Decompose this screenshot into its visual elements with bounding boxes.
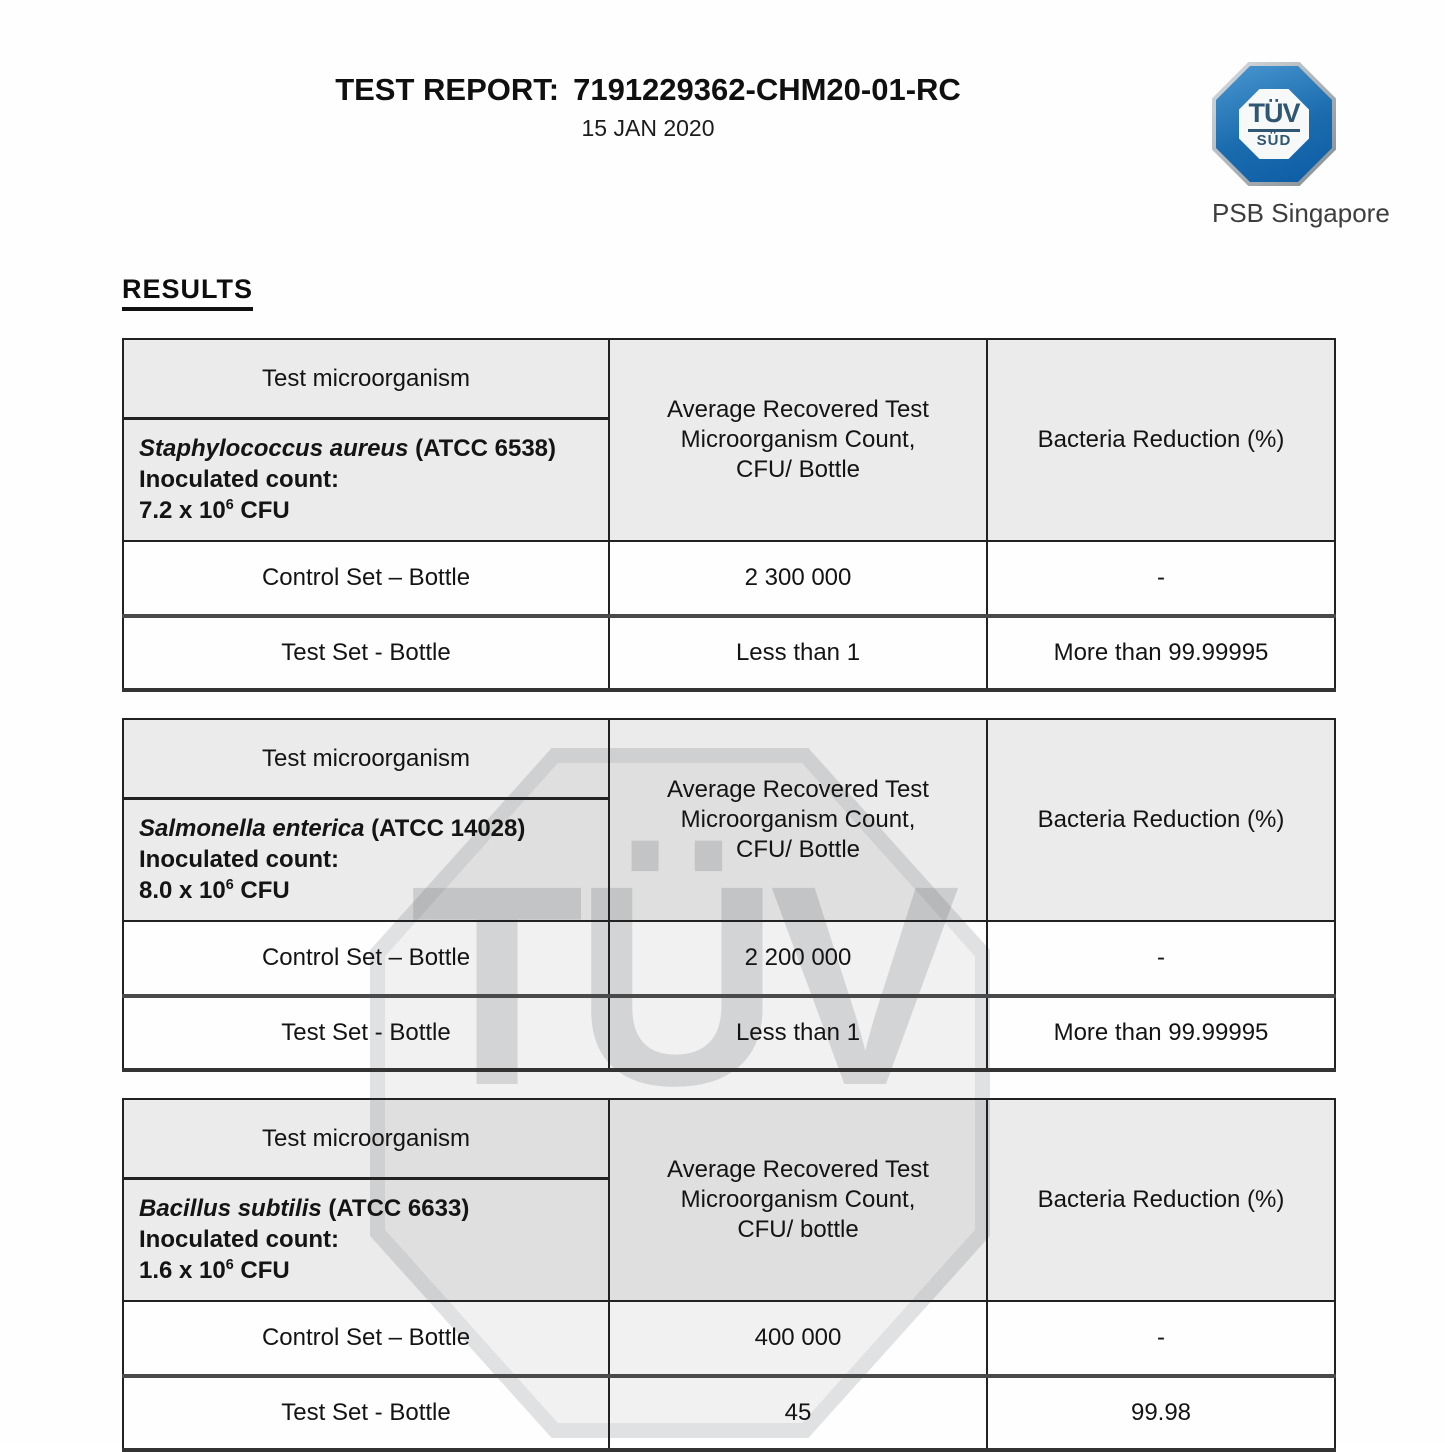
test-row-reduction: More than 99.99995 [986, 994, 1336, 1072]
title-label: TEST REPORT: [335, 72, 560, 107]
count-base: 7.2 x 10 [139, 496, 226, 524]
species-atcc: (ATCC 6633) [321, 1194, 470, 1222]
control-row-count: 2 200 000 [608, 920, 988, 997]
table-row: Test microorganism Average Recovered Tes… [122, 1098, 1336, 1302]
avg-recovered-count-header: Average Recovered Test Microorganism Cou… [608, 338, 988, 542]
inoculated-count-value: 7.2 x 106 CFU [139, 497, 290, 524]
control-row-count: 2 300 000 [608, 540, 988, 617]
species-line: Bacillus subtilis (ATCC 6633) [139, 1195, 469, 1222]
test-row-label: Test Set - Bottle [122, 614, 610, 692]
count-exponent: 6 [225, 496, 234, 513]
count-unit: CFU [233, 1256, 290, 1284]
logo-sud-text: SÜD [1256, 132, 1292, 149]
logo-divider [1248, 129, 1300, 132]
count-base: 1.6 x 10 [139, 1256, 226, 1284]
count-unit: CFU [233, 876, 290, 904]
inoculated-count-label: Inoculated count: [139, 1225, 339, 1253]
tuv-sud-octagon-inner: TÜV SÜD [1239, 89, 1309, 159]
results-table-bacillus: Test microorganism Average Recovered Tes… [122, 1098, 1336, 1452]
avg-recovered-count-header: Average Recovered Test Microorganism Cou… [608, 1098, 988, 1302]
species-cell: Staphylococcus aureus (ATCC 6538) Inocul… [122, 417, 610, 542]
report-date: 15 JAN 2020 [581, 114, 715, 141]
species-name: Staphylococcus aureus [139, 434, 409, 462]
count-base: 8.0 x 10 [139, 876, 226, 904]
results-table-salmonella: Test microorganism Average Recovered Tes… [122, 718, 1336, 1072]
logo-caption: PSB Singapore [1212, 198, 1390, 228]
inoculated-count-label: Inoculated count: [139, 845, 339, 873]
count-exponent: 6 [225, 1256, 234, 1273]
tuv-sud-octagon-icon: TÜV SÜD [1212, 62, 1336, 186]
species-name: Bacillus subtilis [139, 1194, 322, 1222]
bacteria-reduction-header: Bacteria Reduction (%) [986, 338, 1336, 542]
species-atcc: (ATCC 6538) [408, 434, 557, 462]
species-cell: Salmonella enterica (ATCC 14028) Inocula… [122, 797, 610, 922]
count-exponent: 6 [225, 876, 234, 893]
species-name: Salmonella enterica [139, 814, 365, 842]
test-microorganism-header: Test microorganism [122, 1098, 610, 1180]
results-heading: RESULTS [122, 274, 254, 311]
control-row-reduction: - [986, 920, 1336, 997]
test-row-count: Less than 1 [608, 614, 988, 692]
document-header: TEST REPORT: 7191229362-CHM20-01-RC 15 JA… [140, 72, 1156, 142]
control-row-label: Control Set – Bottle [122, 1300, 610, 1377]
inoculated-count-value: 1.6 x 106 CFU [139, 1257, 290, 1284]
report-number: 7191229362-CHM20-01-RC [573, 72, 961, 107]
control-row-count: 400 000 [608, 1300, 988, 1377]
control-row-reduction: - [986, 1300, 1336, 1377]
results-table-staphylococcus: Test microorganism Average Recovered Tes… [122, 338, 1336, 692]
count-unit: CFU [233, 496, 290, 524]
logo-tuv-text: TÜV [1248, 98, 1301, 128]
species-line: Staphylococcus aureus (ATCC 6538) [139, 435, 556, 462]
species-line: Salmonella enterica (ATCC 14028) [139, 815, 525, 842]
test-row-count: 45 [608, 1374, 988, 1452]
test-row-label: Test Set - Bottle [122, 994, 610, 1072]
control-row-reduction: - [986, 540, 1336, 617]
control-set-row: Control Set – Bottle 400 000 - [122, 1300, 1336, 1377]
control-row-label: Control Set – Bottle [122, 920, 610, 997]
control-row-label: Control Set – Bottle [122, 540, 610, 617]
test-microorganism-header: Test microorganism [122, 338, 610, 420]
test-row-count: Less than 1 [608, 994, 988, 1072]
table-row: Test microorganism Average Recovered Tes… [122, 718, 1336, 922]
inoculated-count-label: Inoculated count: [139, 465, 339, 493]
avg-recovered-count-header: Average Recovered Test Microorganism Cou… [608, 718, 988, 922]
bacteria-reduction-header: Bacteria Reduction (%) [986, 1098, 1336, 1302]
test-row-label: Test Set - Bottle [122, 1374, 610, 1452]
control-set-row: Control Set – Bottle 2 200 000 - [122, 920, 1336, 997]
species-atcc: (ATCC 14028) [364, 814, 526, 842]
inoculated-count-value: 8.0 x 106 CFU [139, 877, 290, 904]
document-title: TEST REPORT: 7191229362-CHM20-01-RC [140, 72, 1156, 107]
control-set-row: Control Set – Bottle 2 300 000 - [122, 540, 1336, 617]
table-row: Staphylococcus aureus (ATCC 6538) Inocul… [122, 417, 1335, 542]
test-set-row: Test Set - Bottle 45 99.98 [122, 1374, 1336, 1452]
test-set-row: Test Set - Bottle Less than 1 More than … [122, 614, 1336, 692]
table-row: Bacillus subtilis (ATCC 6633) Inoculated… [122, 1177, 1335, 1302]
table-row: Salmonella enterica (ATCC 14028) Inocula… [122, 797, 1335, 922]
test-row-reduction: 99.98 [986, 1374, 1336, 1452]
tuv-sud-logo: TÜV SÜD PSB Singapore [1212, 62, 1422, 229]
species-cell: Bacillus subtilis (ATCC 6633) Inoculated… [122, 1177, 610, 1302]
table-row: Test microorganism Average Recovered Tes… [122, 338, 1336, 542]
test-set-row: Test Set - Bottle Less than 1 More than … [122, 994, 1336, 1072]
bacteria-reduction-header: Bacteria Reduction (%) [986, 718, 1336, 922]
test-row-reduction: More than 99.99995 [986, 614, 1336, 692]
test-microorganism-header: Test microorganism [122, 718, 610, 800]
